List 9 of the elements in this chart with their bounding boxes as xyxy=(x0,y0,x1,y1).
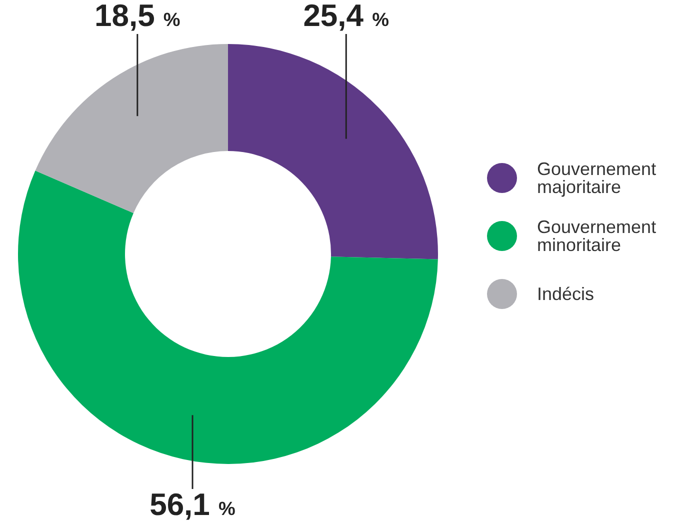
data-label: 56,1 % xyxy=(150,487,236,522)
legend-label: Indécis xyxy=(537,284,596,304)
donut-slice xyxy=(228,44,438,260)
donut-slice xyxy=(18,170,438,464)
data-label: 18,5 % xyxy=(94,0,180,33)
legend-label: Gouvernement majoritaire xyxy=(537,159,658,197)
data-label: 25,4 % xyxy=(303,0,390,33)
donut-slice xyxy=(35,44,228,214)
legend-label: Gouvernement minoritaire xyxy=(537,217,658,255)
